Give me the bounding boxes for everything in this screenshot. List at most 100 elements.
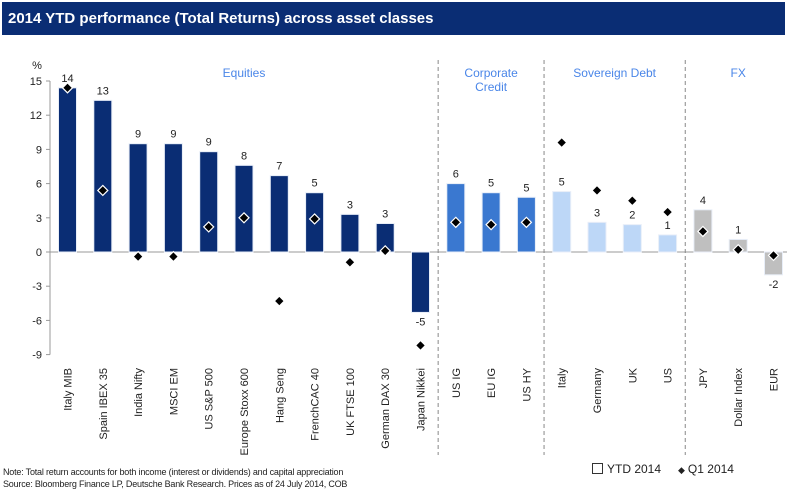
category-label: Europe Stoxx 600 xyxy=(239,368,251,455)
y-tick-label: -3 xyxy=(32,281,42,293)
category-label: Italy xyxy=(557,368,569,389)
data-label: 9 xyxy=(135,129,141,141)
data-label: 5 xyxy=(312,178,318,190)
category-label: US HY xyxy=(521,367,533,401)
q1-marker xyxy=(379,245,392,257)
q1-marker xyxy=(555,136,568,149)
q1-marker xyxy=(167,250,180,263)
q1-marker xyxy=(520,216,533,229)
q1-marker xyxy=(414,339,427,352)
q1-marker xyxy=(61,81,74,94)
y-tick-label: 0 xyxy=(36,247,42,259)
q1-marker xyxy=(96,184,109,197)
category-label: JPY xyxy=(698,367,710,388)
category-label: Dollar Index xyxy=(733,368,745,427)
category-label: Germany xyxy=(592,368,604,414)
bar-ytd xyxy=(269,175,289,253)
y-axis-unit: % xyxy=(32,60,42,72)
q1-marker xyxy=(661,206,674,218)
q1-marker xyxy=(591,184,603,197)
group-label: Corporate xyxy=(464,66,518,80)
category-label: Italy MIB xyxy=(63,368,75,411)
data-label: 1 xyxy=(735,224,741,236)
category-label: German DAX 30 xyxy=(380,368,392,449)
data-label: 8 xyxy=(241,150,247,162)
bar-ytd xyxy=(552,191,572,253)
q1-marker xyxy=(626,194,639,207)
q1-marker xyxy=(344,256,356,269)
y-tick-label: 12 xyxy=(30,110,42,122)
bar-ytd xyxy=(587,221,607,253)
data-label: 7 xyxy=(276,161,282,173)
y-tick-label: -9 xyxy=(32,350,42,362)
bar-ytd xyxy=(58,87,77,253)
source-note: Source: Bloomberg Finance LP, Deutsche B… xyxy=(3,479,348,489)
category-label: EU IG xyxy=(486,368,498,398)
group-label: Credit xyxy=(475,80,508,94)
legend-q1-diamond-icon: ◆ xyxy=(678,465,685,475)
bar-ytd xyxy=(93,99,113,253)
bar-ytd xyxy=(199,151,219,253)
data-label: 5 xyxy=(523,182,529,194)
q1-marker xyxy=(485,218,497,231)
q1-marker xyxy=(132,250,144,263)
data-label: 6 xyxy=(453,169,459,181)
category-label: EUR xyxy=(769,368,781,391)
legend-q1-label: Q1 2014 xyxy=(687,462,734,476)
category-label: US xyxy=(663,368,675,383)
y-tick-label: 3 xyxy=(36,213,42,225)
q1-marker xyxy=(767,249,780,262)
bar-ytd xyxy=(163,143,183,253)
category-label: UK FTSE 100 xyxy=(345,368,357,436)
group-label: FX xyxy=(731,66,746,80)
bar-ytd xyxy=(622,224,642,253)
category-label: Japan Nikkei xyxy=(416,368,428,431)
bar-ytd xyxy=(234,164,254,253)
q1-marker xyxy=(202,221,215,233)
y-tick-label: -6 xyxy=(32,315,42,327)
data-label: 3 xyxy=(347,199,353,211)
q1-marker xyxy=(308,213,321,225)
data-label: -5 xyxy=(416,316,426,328)
bar-ytd xyxy=(128,143,148,253)
category-label: FrenchCAC 40 xyxy=(310,368,322,441)
data-label: -2 xyxy=(769,279,779,291)
data-label: 5 xyxy=(488,178,494,190)
bar-ytd xyxy=(340,213,360,253)
category-label: Spain IBEX 35 xyxy=(98,368,110,440)
group-label: Equities xyxy=(223,66,266,80)
q1-marker xyxy=(238,211,250,224)
data-label: 3 xyxy=(594,207,600,219)
y-tick-label: 6 xyxy=(36,179,42,191)
category-label: Hang Seng xyxy=(274,368,286,423)
category-label: UK xyxy=(627,367,639,383)
data-label: 13 xyxy=(97,85,109,97)
data-label: 1 xyxy=(665,220,671,232)
category-label: US IG xyxy=(451,368,463,398)
data-label: 9 xyxy=(170,129,176,141)
legend-ytd: YTD 2014 xyxy=(592,462,661,476)
data-label: 2 xyxy=(629,210,635,222)
category-label: India Nifty xyxy=(133,368,145,417)
legend-q1: ◆ Q1 2014 xyxy=(678,462,734,476)
q1-marker xyxy=(732,243,745,256)
y-tick-label: 15 xyxy=(30,76,42,88)
data-label: 5 xyxy=(559,177,565,189)
data-label: 9 xyxy=(206,137,212,149)
footnote: Note: Total return accounts for both inc… xyxy=(3,467,344,477)
data-label: 14 xyxy=(61,73,73,85)
category-label: MSCI EM xyxy=(168,368,180,415)
chart-title: 2014 YTD performance (Total Returns) acr… xyxy=(2,2,785,35)
category-label: US S&P 500 xyxy=(204,368,216,430)
legend-ytd-label: YTD 2014 xyxy=(607,462,662,476)
data-label: 3 xyxy=(382,209,388,221)
data-label: 4 xyxy=(700,195,706,207)
q1-marker xyxy=(449,216,462,229)
bar-ytd xyxy=(658,234,678,253)
y-tick-label: 9 xyxy=(36,144,42,156)
group-label: Sovereign Debt xyxy=(573,66,656,80)
legend-ytd-swatch-icon xyxy=(592,463,603,474)
bar-ytd xyxy=(411,251,430,313)
q1-marker xyxy=(273,295,286,307)
